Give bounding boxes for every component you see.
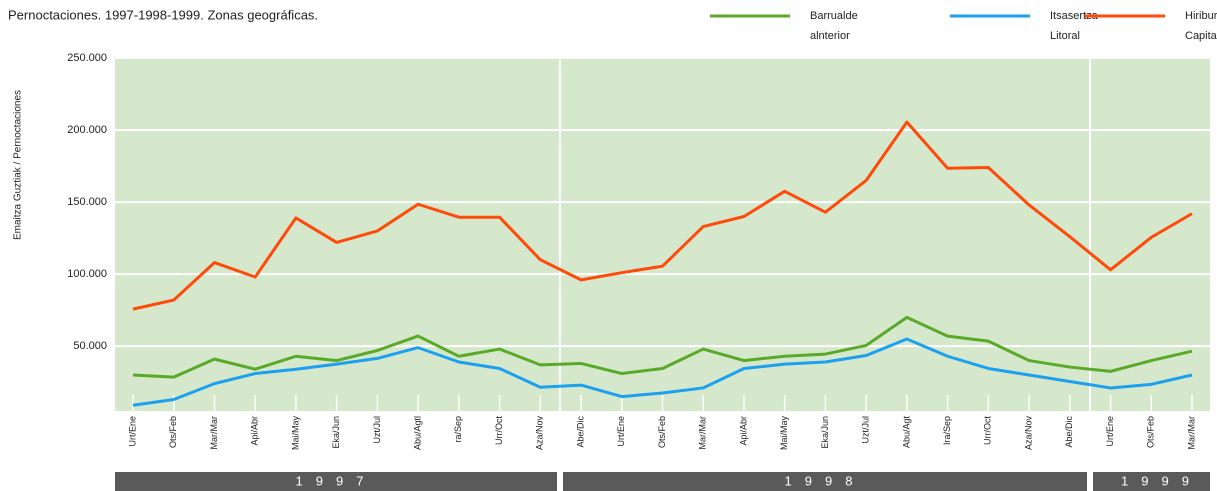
x-tick-label: Eka/Jun xyxy=(331,416,341,449)
series-line xyxy=(132,315,1193,379)
x-tick-label: Urr/Oct xyxy=(494,416,504,445)
x-tick-label: Eka/Jun xyxy=(820,416,830,449)
chart-title: Pernoctaciones. 1997-1998-1999. Zonas ge… xyxy=(8,7,318,22)
year-label: 1999 xyxy=(1121,473,1202,488)
year-band xyxy=(563,472,1087,491)
x-tick-label: Mar/Mar xyxy=(698,416,708,450)
series-line xyxy=(132,120,1193,311)
y-tick-label: 150.000 xyxy=(67,196,107,208)
legend-label: Barrualde alnterior xyxy=(810,10,858,42)
x-tick-label: ra/Sep xyxy=(453,416,463,443)
x-tick-label: Mai/May xyxy=(290,416,300,451)
series-line xyxy=(132,337,1193,407)
x-tick-label: Uzt/Jul xyxy=(372,416,382,444)
x-tick-label: Urt/Ene xyxy=(1105,416,1115,447)
x-tick-label: Ira/Sep xyxy=(942,416,952,445)
x-tick-label: Api/Abr xyxy=(738,416,748,446)
legend-label: Itsasertza Litoral xyxy=(1050,10,1099,42)
y-axis-label: Emaitza Guztiak / Pernoctaciones xyxy=(13,90,24,240)
legend-label: HiriburuCapitales xyxy=(1185,10,1217,42)
y-tick-label: 250.000 xyxy=(67,52,107,64)
x-tick-label: Ots/Feb xyxy=(657,416,667,448)
x-tick-label: Ots/Feb xyxy=(168,416,178,448)
y-tick-label: 200.000 xyxy=(67,124,107,136)
y-tick-label: 50.000 xyxy=(73,340,107,352)
x-tick-label: Urt/Ene xyxy=(127,416,137,447)
x-tick-label: Abu/Agtl xyxy=(412,416,422,450)
x-tick-label: Urt/Ene xyxy=(616,416,626,447)
x-tick-label: Aza/Nov xyxy=(1023,416,1033,451)
x-tick-label: Uzt/Jul xyxy=(861,416,871,444)
x-tick-label: Ots/Feb xyxy=(1146,416,1156,448)
x-tick-label: Mai/May xyxy=(779,416,789,451)
year-band xyxy=(115,472,557,491)
x-tick-label: Urr/Oct xyxy=(983,416,993,445)
x-tick-label: Aza/Nov xyxy=(535,416,545,451)
x-tick-label: Api/Abr xyxy=(250,416,260,446)
year-label: 1998 xyxy=(785,473,866,488)
y-tick-label: 100.000 xyxy=(67,268,107,280)
x-tick-label: Mar/Mar xyxy=(1186,416,1196,450)
year-label: 1997 xyxy=(296,473,377,488)
x-tick-label: Abu/Agt xyxy=(901,416,911,449)
year-band xyxy=(1093,472,1210,491)
x-tick-label: Mar/Mar xyxy=(209,416,219,450)
x-tick-label: Abe/Dic xyxy=(1064,416,1074,448)
plot-area xyxy=(115,58,1210,411)
x-tick-label: Abe/Dic xyxy=(575,416,585,448)
